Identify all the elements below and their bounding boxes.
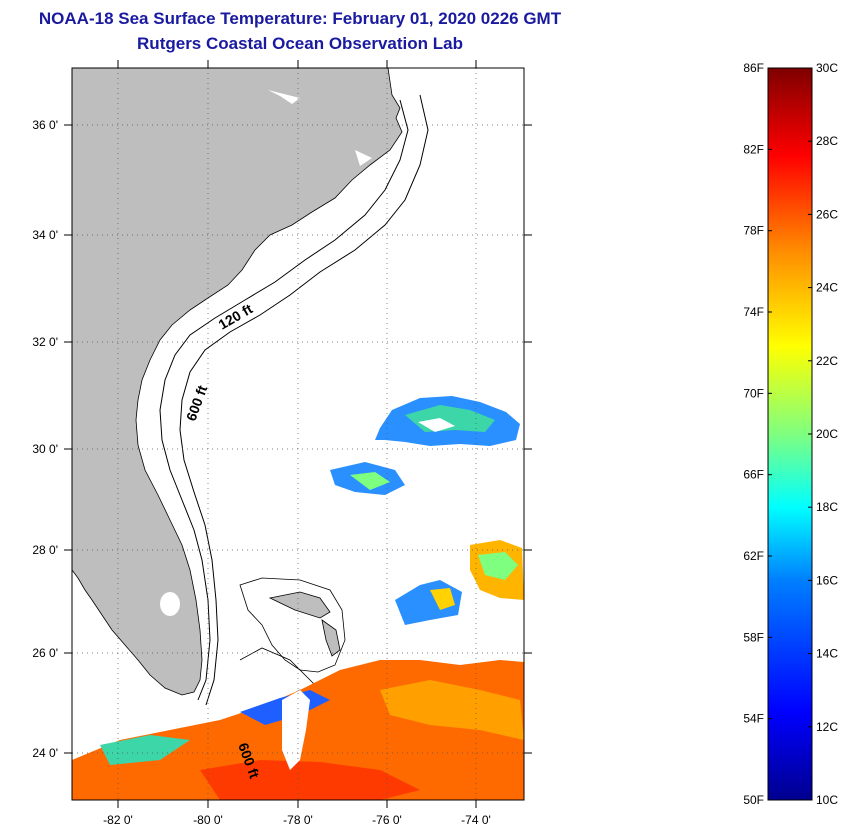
lat-label: 32 0' <box>32 335 58 349</box>
sound-inlet <box>355 150 372 166</box>
lat-label: 30 0' <box>32 442 58 456</box>
sst-patch <box>478 552 518 580</box>
lon-label: -80 0' <box>193 813 223 827</box>
lat-label: 26 0' <box>32 646 58 660</box>
lon-label: -76 0' <box>372 813 402 827</box>
colorbar-fahrenheit-label: 78F <box>743 224 764 238</box>
sst-patch <box>100 735 190 765</box>
bahamas-abaco <box>321 619 341 657</box>
colorbar-celsius-label: 28C <box>816 134 838 148</box>
colorbar-celsius-label: 16C <box>816 573 838 587</box>
colorbar-celsius-label: 22C <box>816 354 838 368</box>
contour-600ft <box>179 94 429 706</box>
graticule <box>72 68 524 800</box>
colorbar-celsius-label: 20C <box>816 427 838 441</box>
sst-patch <box>350 472 390 490</box>
lat-label: 36 0' <box>32 118 58 132</box>
colorbar <box>767 67 813 801</box>
colorbar-fahrenheit-label: 70F <box>743 386 764 400</box>
us-coast-land <box>72 68 403 696</box>
colorbar-celsius-label: 24C <box>816 281 838 295</box>
sst-patch <box>200 760 420 800</box>
colorbar-fahrenheit-label: 66F <box>743 468 764 482</box>
lon-label: -78 0' <box>283 813 313 827</box>
sst-patch <box>418 418 455 432</box>
sst-patch <box>282 690 310 770</box>
map-ticks <box>64 60 532 808</box>
colorbar-fahrenheit-label: 50F <box>743 793 764 807</box>
sound-inlet <box>268 90 300 104</box>
lon-label: -74 0' <box>461 813 491 827</box>
colorbar-fahrenheit-label: 74F <box>743 305 764 319</box>
colorbar-celsius-label: 14C <box>816 647 838 661</box>
map-subtitle: Rutgers Coastal Ocean Observation Lab <box>137 34 463 53</box>
sst-patch <box>430 588 455 610</box>
lat-label: 28 0' <box>32 543 58 557</box>
sst-patch <box>380 680 524 740</box>
colorbar-celsius-label: 10C <box>816 793 838 807</box>
colorbar-fahrenheit-label: 54F <box>743 712 764 726</box>
colorbar-fahrenheit-label: 62F <box>743 549 764 563</box>
colorbar-celsius-label: 26C <box>816 207 838 221</box>
colorbar-fahrenheit-label: 82F <box>743 142 764 156</box>
bahamas-grand-bahama <box>268 591 331 619</box>
map-title: NOAA-18 Sea Surface Temperature: Februar… <box>38 9 562 28</box>
colorbar-celsius-label: 18C <box>816 500 838 514</box>
colorbar-celsius-label: 12C <box>816 720 838 734</box>
lat-label: 24 0' <box>32 746 58 760</box>
contour-bahamas <box>239 577 346 673</box>
lat-label: 34 0' <box>32 228 58 242</box>
contour-120ft <box>159 99 409 701</box>
colorbar-fahrenheit-label: 58F <box>743 630 764 644</box>
lake-okeechobee <box>160 592 180 616</box>
colorbar-fahrenheit-label: 86F <box>743 61 764 75</box>
sst-data-layer <box>72 396 524 800</box>
lon-label: -82 0' <box>103 813 133 827</box>
colorbar-celsius-label: 30C <box>816 61 838 75</box>
colorbar-labels: 10C 12C 14C 16C 18C 20C 22C 24C 26C 28C 30C 50F 54F 5… <box>743 61 838 807</box>
